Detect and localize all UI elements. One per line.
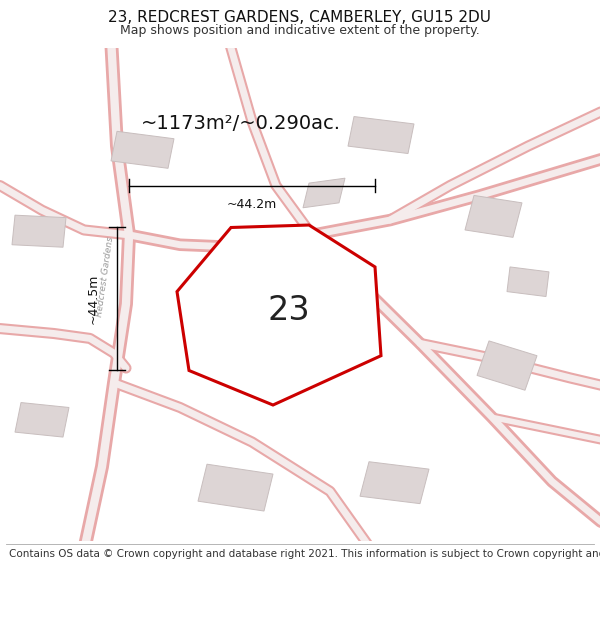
Text: 23: 23 (267, 294, 310, 328)
Polygon shape (225, 309, 273, 339)
Text: ~44.5m: ~44.5m (86, 274, 100, 324)
Polygon shape (507, 267, 549, 296)
Polygon shape (465, 196, 522, 238)
Polygon shape (198, 464, 273, 511)
Polygon shape (348, 116, 414, 154)
Text: ~44.2m: ~44.2m (227, 198, 277, 211)
Polygon shape (12, 215, 66, 248)
Polygon shape (15, 402, 69, 437)
Text: Contains OS data © Crown copyright and database right 2021. This information is : Contains OS data © Crown copyright and d… (9, 549, 600, 559)
Polygon shape (360, 462, 429, 504)
Text: Map shows position and indicative extent of the property.: Map shows position and indicative extent… (120, 24, 480, 37)
Text: Redcrest Gardens: Redcrest Gardens (95, 236, 115, 318)
Polygon shape (111, 131, 174, 168)
Text: ~1173m²/~0.290ac.: ~1173m²/~0.290ac. (141, 114, 341, 133)
Polygon shape (177, 225, 381, 405)
Polygon shape (477, 341, 537, 390)
Polygon shape (303, 178, 345, 208)
Text: 23, REDCREST GARDENS, CAMBERLEY, GU15 2DU: 23, REDCREST GARDENS, CAMBERLEY, GU15 2D… (109, 9, 491, 24)
